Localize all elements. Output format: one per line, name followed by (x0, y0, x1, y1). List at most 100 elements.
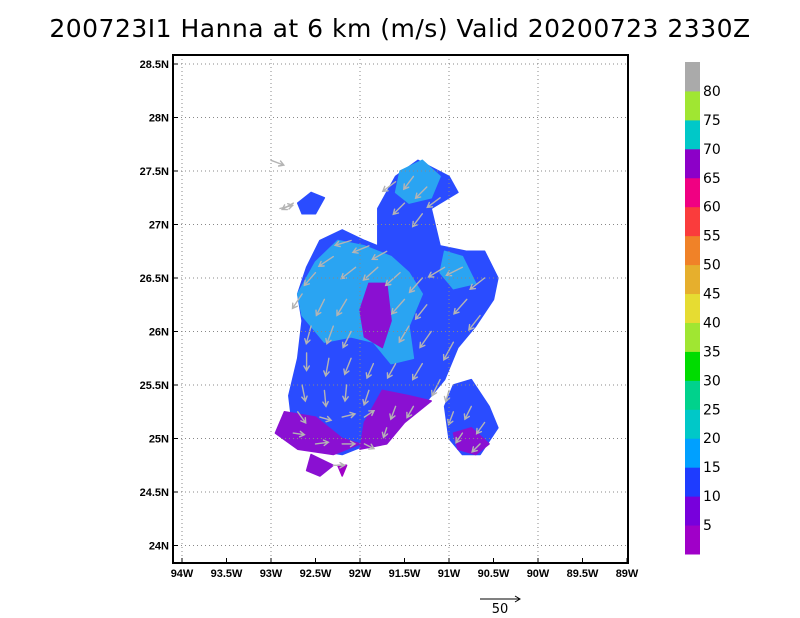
wind-vector (291, 293, 303, 310)
wind-speed-field (274, 159, 499, 477)
wind-vector-field (270, 159, 486, 469)
wind-vector (447, 411, 455, 426)
wind-vector (270, 159, 286, 167)
wind-vector (362, 389, 370, 407)
colorbar-label: 55 (703, 229, 721, 245)
colorbar-swatch-10-15 (685, 467, 700, 497)
wind-vector (390, 298, 406, 315)
wind-vector (322, 389, 329, 408)
speed-region-10-2 (296, 191, 326, 215)
wind-vector (319, 415, 333, 423)
wind-vector (343, 357, 352, 376)
reference-arrow (480, 595, 521, 603)
y-tick-label: 24N (149, 541, 169, 553)
x-tick-label: 94W (171, 568, 194, 580)
x-tick-label: 89.5W (567, 568, 599, 580)
wind-vector (419, 330, 432, 349)
colorbar-label: 60 (703, 200, 721, 216)
wind-vector (414, 186, 428, 200)
colorbar-swatch-20-25 (685, 409, 700, 439)
colorbar-swatch-40-45 (685, 293, 700, 323)
wind-vector (445, 266, 464, 277)
x-tick-label: 89W (616, 568, 639, 580)
wind-vector (371, 250, 388, 261)
colorbar-swatch-80-85 (685, 62, 700, 92)
wind-vector (341, 440, 357, 448)
colorbar-swatch-70-75 (685, 119, 700, 150)
y-tick-label: 25.5N (140, 380, 169, 392)
colorbar-label: 65 (703, 171, 721, 187)
wind-vector (303, 352, 310, 372)
y-tick-label: 28N (149, 113, 169, 125)
wind-vector (314, 439, 330, 447)
wind-vector (341, 411, 357, 419)
wind-vector (427, 266, 446, 278)
wind-vector (317, 255, 334, 267)
wind-vector (402, 175, 415, 191)
wind-vector (453, 298, 468, 315)
colorbar-swatch-45-50 (685, 264, 700, 295)
plot-frame (172, 54, 629, 564)
wind-vector (315, 298, 326, 317)
wind-vector (426, 197, 441, 209)
colorbar-label: 70 (703, 142, 721, 158)
wind-vector (381, 181, 397, 193)
wind-vector (303, 271, 317, 287)
gridlines (173, 55, 628, 563)
colorbar-swatch-25-30 (685, 380, 700, 410)
wind-vector (292, 430, 306, 438)
wind-vector (398, 325, 410, 344)
wind-vector (411, 213, 423, 228)
wind-vector (463, 405, 472, 421)
wind-vector (455, 432, 464, 444)
colorbar-swatch-50-55 (685, 235, 700, 266)
colorbar-swatch-0-5 (685, 525, 700, 555)
colorbar-label: 40 (703, 316, 721, 332)
wind-vector (279, 203, 295, 210)
wind-vector (365, 362, 375, 380)
x-tick-label: 92W (349, 568, 372, 580)
wind-vector (406, 405, 415, 419)
colorbar-label: 15 (703, 460, 721, 476)
y-tick-label: 27.5N (140, 166, 169, 178)
wind-vector (469, 277, 486, 291)
speed-region-5-10 (452, 427, 490, 456)
colorbar-swatch-5-10 (685, 496, 700, 526)
wind-vector (297, 411, 307, 424)
colorbar-swatch-35-40 (685, 322, 700, 352)
wind-vector (333, 239, 352, 248)
colorbar-swatch-55-60 (685, 206, 700, 237)
speed-region-15-3 (296, 239, 424, 365)
colorbar-label: 75 (703, 113, 721, 129)
x-tick-label: 93.5W (211, 568, 243, 580)
wind-vector (412, 362, 423, 381)
wind-vector (363, 443, 376, 450)
y-tick-label: 24.5N (140, 487, 169, 499)
wind-vector (304, 325, 312, 346)
wind-vector (342, 384, 349, 403)
wind-vector (336, 298, 348, 317)
speed-region-5-7 (359, 389, 432, 450)
wind-vector (392, 202, 406, 216)
colorbar-swatch-75-80 (685, 90, 700, 121)
colorbar-swatch-15-20 (685, 438, 700, 468)
colorbar-label: 10 (703, 489, 721, 505)
y-tick-label: 26N (149, 327, 169, 339)
colorbar-label: 50 (703, 258, 721, 274)
speed-region-15-4 (394, 159, 441, 204)
wind-vector (351, 245, 370, 254)
wind-vector (431, 378, 441, 397)
colorbar-label: 5 (703, 518, 712, 534)
chart-title: 200723I1 Hanna at 6 km (m/s) Valid 20200… (49, 14, 751, 43)
y-tick-label: 28.5N (140, 59, 169, 71)
wind-vector (323, 357, 330, 378)
wind-vector (389, 405, 397, 421)
x-tick-label: 92.5W (300, 568, 332, 580)
wind-vector (386, 362, 397, 380)
wind-vector (468, 314, 481, 331)
x-tick-label: 93W (260, 568, 283, 580)
colorbar-swatch-65-70 (685, 148, 700, 179)
colorbar-swatch-30-35 (685, 351, 700, 381)
colorbar-label: 30 (703, 373, 721, 389)
